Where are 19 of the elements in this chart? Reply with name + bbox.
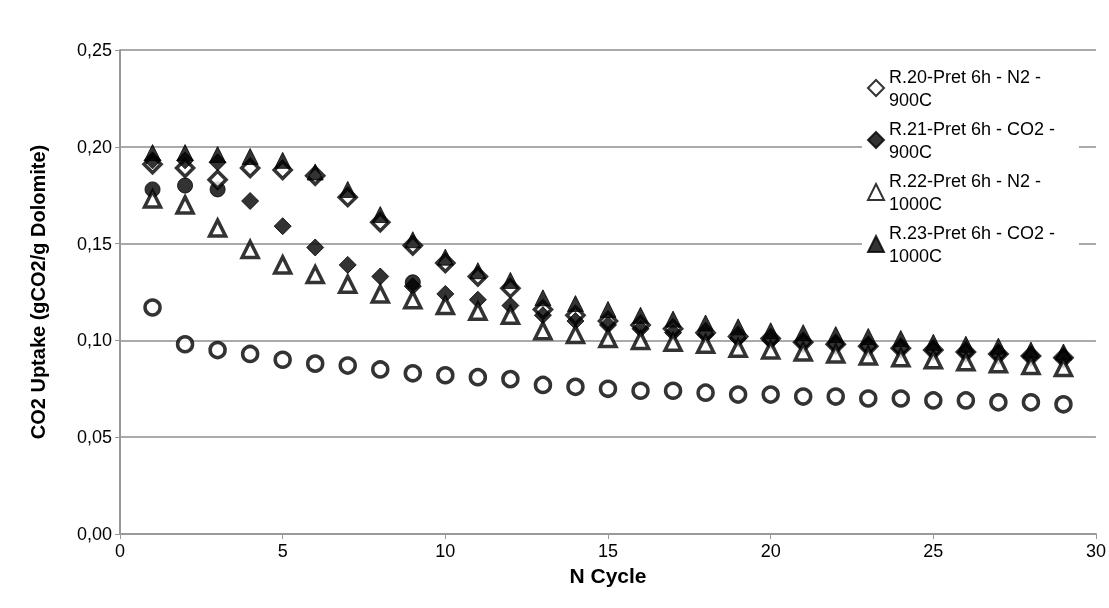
y-tick-label: 0,10 (76, 330, 112, 351)
y-tick-label: 0,20 (76, 136, 112, 157)
y-tick-label: 0,25 (76, 40, 112, 60)
y-tick-label: 0,00 (76, 524, 112, 544)
legend-label: R.20-Pret 6h - N2 - 900C (889, 66, 1047, 110)
x-tick-label: 10 (435, 541, 456, 561)
x-axis-title: N Cycle (569, 563, 647, 587)
x-tick-label: 15 (597, 541, 619, 561)
x-tick-label: 30 (1085, 541, 1106, 561)
y-tick-label: 0,15 (76, 233, 112, 254)
y-axis-title: CO2 Uptake (gCO2/g Dolomite) (27, 144, 49, 440)
legend-label: R.22-Pret 6h - N2 - 1000C (889, 170, 1047, 214)
x-tick-label: 5 (277, 541, 288, 561)
x-tick-label: 25 (923, 541, 944, 561)
legend-label: R.21-Pret 6h - CO2 - 900C (889, 118, 1061, 162)
y-tick-label: 0,05 (76, 427, 112, 448)
x-tick-label: 0 (114, 541, 126, 561)
x-tick-label: 20 (760, 541, 781, 561)
legend-label: R.23-Pret 6h - CO2 - 1000C (889, 222, 1061, 266)
